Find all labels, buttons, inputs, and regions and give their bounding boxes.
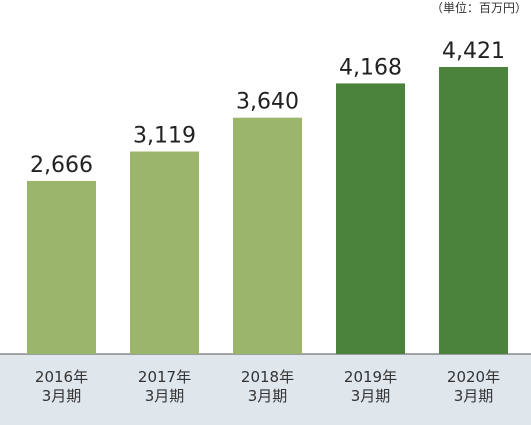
- x-tick-label: 2019年 3月期: [343, 368, 398, 405]
- unit-note: （単位：百万円）: [431, 0, 527, 15]
- value-label: 3,119: [133, 124, 196, 149]
- bar: [233, 117, 302, 354]
- bar: [439, 67, 508, 354]
- bar: [27, 180, 96, 354]
- x-tick-label: 2017年 3月期: [137, 368, 192, 405]
- bar: [130, 151, 199, 354]
- x-tick-label: 2016年 3月期: [34, 368, 89, 405]
- value-label: 4,421: [442, 39, 505, 64]
- x-tick-label: 2018年 3月期: [240, 368, 295, 405]
- value-label: 4,168: [339, 55, 402, 80]
- category-band: [0, 354, 531, 425]
- x-tick-label: 2020年 3月期: [446, 368, 501, 405]
- value-label: 2,666: [30, 153, 93, 178]
- value-label: 3,640: [236, 90, 299, 115]
- bar: [336, 83, 405, 355]
